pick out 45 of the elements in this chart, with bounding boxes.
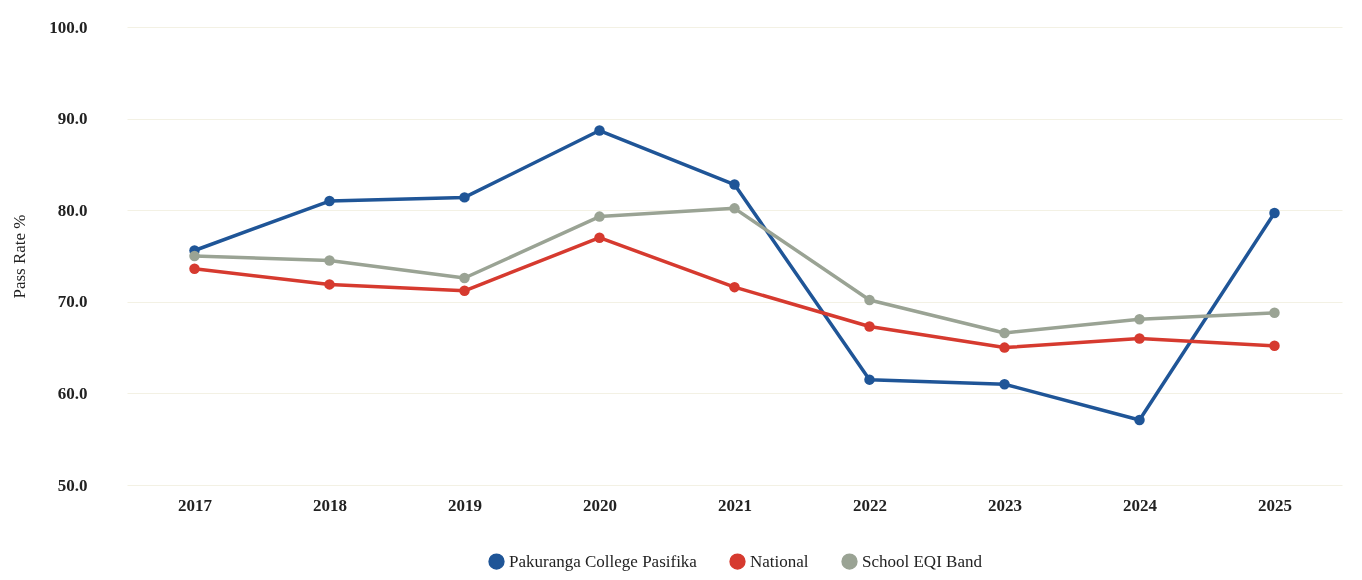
point — [1134, 414, 1145, 426]
point — [1269, 207, 1280, 219]
y-tick-label: 70.0 — [57, 292, 88, 312]
point — [324, 279, 335, 290]
point — [729, 203, 740, 214]
point — [324, 195, 335, 207]
x-tick-label: 2021 — [718, 495, 752, 515]
point — [729, 179, 740, 190]
legend-label: School EQI Band — [862, 551, 983, 571]
point — [999, 342, 1010, 353]
point — [594, 232, 605, 243]
point — [189, 250, 200, 262]
x-tick-label: 2025 — [1258, 495, 1292, 515]
point — [1134, 333, 1145, 344]
y-axis-title: Pass Rate % — [10, 214, 30, 299]
x-tick-label: 2017 — [178, 495, 213, 515]
point — [864, 321, 875, 332]
point — [1269, 340, 1280, 351]
point — [864, 294, 875, 306]
point — [999, 327, 1010, 339]
point — [459, 272, 470, 284]
x-tick-label: 2020 — [583, 495, 617, 515]
point — [594, 125, 605, 136]
point — [1134, 313, 1145, 325]
point — [729, 281, 740, 293]
point — [1269, 307, 1280, 319]
x-tick-label: 2018 — [313, 495, 347, 515]
point — [459, 192, 470, 203]
point — [324, 255, 335, 266]
legend-label: Pakuranga College Pasifika — [509, 551, 698, 571]
y-tick-label: 50.0 — [57, 475, 88, 495]
point — [459, 285, 470, 297]
y-tick-label: 80.0 — [57, 200, 88, 220]
x-tick-label: 2023 — [988, 495, 1022, 515]
point — [189, 263, 200, 275]
legend-label: National — [750, 551, 809, 571]
point — [594, 211, 605, 222]
y-tick-label: 90.0 — [57, 109, 88, 129]
x-tick-label: 2022 — [853, 495, 887, 515]
point — [999, 379, 1010, 390]
x-tick-label: 2019 — [448, 495, 482, 515]
y-tick-label: 100.0 — [49, 17, 88, 37]
x-tick-label: 2024 — [1123, 495, 1158, 515]
point — [864, 374, 875, 385]
y-tick-label: 60.0 — [57, 383, 88, 403]
